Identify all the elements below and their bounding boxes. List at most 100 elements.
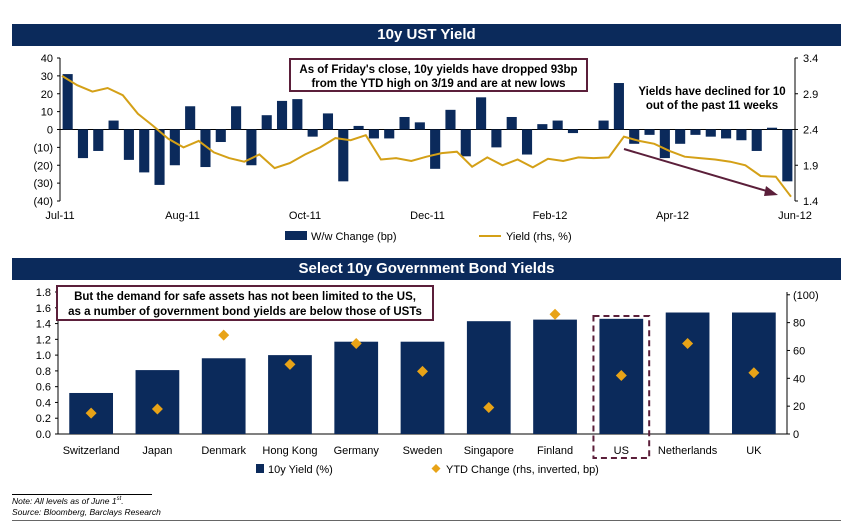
bottom-callout-line-2: as a number of government bond yields ar… xyxy=(68,306,422,318)
country-yield-bar xyxy=(466,321,511,434)
weekly-change-bar xyxy=(476,97,487,130)
country-label: Denmark xyxy=(201,445,246,457)
ytd-change-marker xyxy=(483,402,495,414)
bottom-left-tick-label: 1.0 xyxy=(36,350,51,362)
country-yield-bar xyxy=(533,319,577,434)
top-left-tick-label: 20 xyxy=(41,89,53,101)
bottom-left-tick-label: 0.4 xyxy=(36,397,51,409)
bottom-panel-title: Select 10y Government Bond Yields xyxy=(12,258,841,280)
weekly-change-bar xyxy=(338,129,349,182)
top-chart-bars xyxy=(62,74,793,185)
bottom-left-tick-label: 0.0 xyxy=(36,429,51,441)
weekly-change-bar xyxy=(93,129,104,151)
weekly-change-bar xyxy=(659,129,670,159)
top-x-tick-label: Jul-11 xyxy=(45,210,74,222)
top-left-tick-label: (10) xyxy=(33,142,53,154)
weekly-change-bar xyxy=(139,129,150,173)
top-x-tick-label: Aug-11 xyxy=(165,210,200,222)
weekly-change-bar xyxy=(736,129,747,141)
weekly-change-bar xyxy=(62,74,73,130)
weekly-change-bar xyxy=(521,129,533,155)
weekly-change-bar xyxy=(705,129,716,137)
country-label: Japan xyxy=(142,445,172,457)
bottom-rule xyxy=(12,520,841,521)
us-highlight-box xyxy=(592,315,651,459)
top-callout-line-2: from the YTD high on 3/19 and are at new… xyxy=(311,78,565,90)
top-right-tick-label: 1.4 xyxy=(803,196,818,208)
weekly-change-bar xyxy=(384,129,395,139)
footer-rule xyxy=(12,494,152,495)
top-note-line-1: Yields have declined for 10 xyxy=(638,86,785,98)
top-left-tick-label: 0 xyxy=(47,125,53,137)
bottom-right-tick-label: (100) xyxy=(793,290,819,302)
ytd-change-marker xyxy=(615,370,627,382)
weekly-change-bar xyxy=(108,120,119,130)
weekly-change-bar xyxy=(353,125,364,130)
country-yield-bar xyxy=(135,370,180,434)
country-yield-bar xyxy=(665,312,710,434)
top-panel-title: 10y UST Yield xyxy=(12,24,841,46)
country-label: US xyxy=(614,445,629,457)
top-chart-axes xyxy=(57,57,798,202)
bottom-chart-annotations: But the demand for safe assets has not b… xyxy=(56,285,651,459)
footer-source: Source: Bloomberg, Barclays Research xyxy=(12,507,161,517)
trend-arrow-head xyxy=(764,186,778,196)
ytd-change-marker xyxy=(151,403,163,415)
country-label: Sweden xyxy=(403,445,443,457)
top-callout-box xyxy=(289,58,588,92)
weekly-change-bar xyxy=(414,122,425,130)
legend-yield-label: 10y Yield (%) xyxy=(268,464,333,476)
top-left-tick-label: (30) xyxy=(33,178,53,190)
weekly-change-bar xyxy=(200,129,211,168)
weekly-change-bar xyxy=(261,115,272,130)
weekly-change-bar xyxy=(77,129,89,159)
bottom-left-tick-label: 0.2 xyxy=(36,413,51,425)
trend-arrow-shaft xyxy=(623,148,771,193)
top-right-tick-label: 2.4 xyxy=(803,125,818,137)
country-label: Germany xyxy=(334,445,380,457)
weekly-change-bar xyxy=(537,124,548,130)
top-chart-yield-line xyxy=(61,75,792,198)
weekly-change-bar xyxy=(567,129,579,134)
ytd-change-marker xyxy=(350,338,362,350)
top-x-tick-label: Apr-12 xyxy=(656,210,689,222)
weekly-change-bar xyxy=(491,129,502,148)
top-x-tick-label: Oct-11 xyxy=(289,210,321,222)
legend-ytd-swatch xyxy=(431,464,441,473)
top-x-tick-label: Jun-12 xyxy=(778,210,812,222)
bottom-chart-bars xyxy=(69,312,776,434)
country-yield-bar xyxy=(201,358,246,434)
legend-ytd-label: YTD Change (rhs, inverted, bp) xyxy=(446,464,599,476)
top-chart-tick-labels: 40 30 20 10 0 (10) (20) (30) (40) 3.4 2.9 2.4 1.9 1.4… xyxy=(33,53,818,222)
legend-line-label: Yield (rhs, %) xyxy=(506,231,572,243)
bottom-right-tick-label: 80 xyxy=(793,318,805,330)
ytd-change-marker xyxy=(748,367,760,379)
bottom-left-tick-label: 1.6 xyxy=(36,303,51,315)
bottom-chart-tick-labels: 1.8 1.6 1.4 1.2 1.0 0.8 0.6 0.4 0.2 0.0 (100) 80 60 4… xyxy=(36,287,819,457)
weekly-change-bar xyxy=(598,120,609,130)
weekly-change-bar xyxy=(506,116,517,130)
ytd-change-marker xyxy=(417,365,428,377)
weekly-change-bar xyxy=(613,83,624,130)
bottom-right-tick-label: 0 xyxy=(793,429,799,441)
weekly-change-bar xyxy=(185,106,196,130)
ytd-change-marker xyxy=(284,358,296,370)
weekly-change-bar xyxy=(782,129,793,182)
weekly-change-bar xyxy=(445,109,456,130)
country-label: Netherlands xyxy=(658,445,718,457)
weekly-change-bar xyxy=(751,129,762,151)
country-label: Hong Kong xyxy=(262,445,317,457)
top-right-tick-label: 2.9 xyxy=(803,89,818,101)
top-right-tick-label: 3.4 xyxy=(803,53,818,65)
country-label: UK xyxy=(746,445,762,457)
weekly-change-bar xyxy=(430,129,441,169)
top-left-tick-label: 40 xyxy=(41,53,53,65)
bottom-chart-legend: 10y Yield (%) YTD Change (rhs, inverted, … xyxy=(256,464,599,476)
weekly-change-bar xyxy=(399,116,410,130)
top-note-line-2: out of the past 11 weeks xyxy=(646,100,778,112)
weekly-change-bar xyxy=(766,127,778,130)
top-x-tick-label: Dec-11 xyxy=(410,210,445,222)
country-label: Finland xyxy=(537,445,573,457)
top-left-tick-label: 10 xyxy=(41,107,53,119)
ytd-change-marker xyxy=(549,308,561,320)
